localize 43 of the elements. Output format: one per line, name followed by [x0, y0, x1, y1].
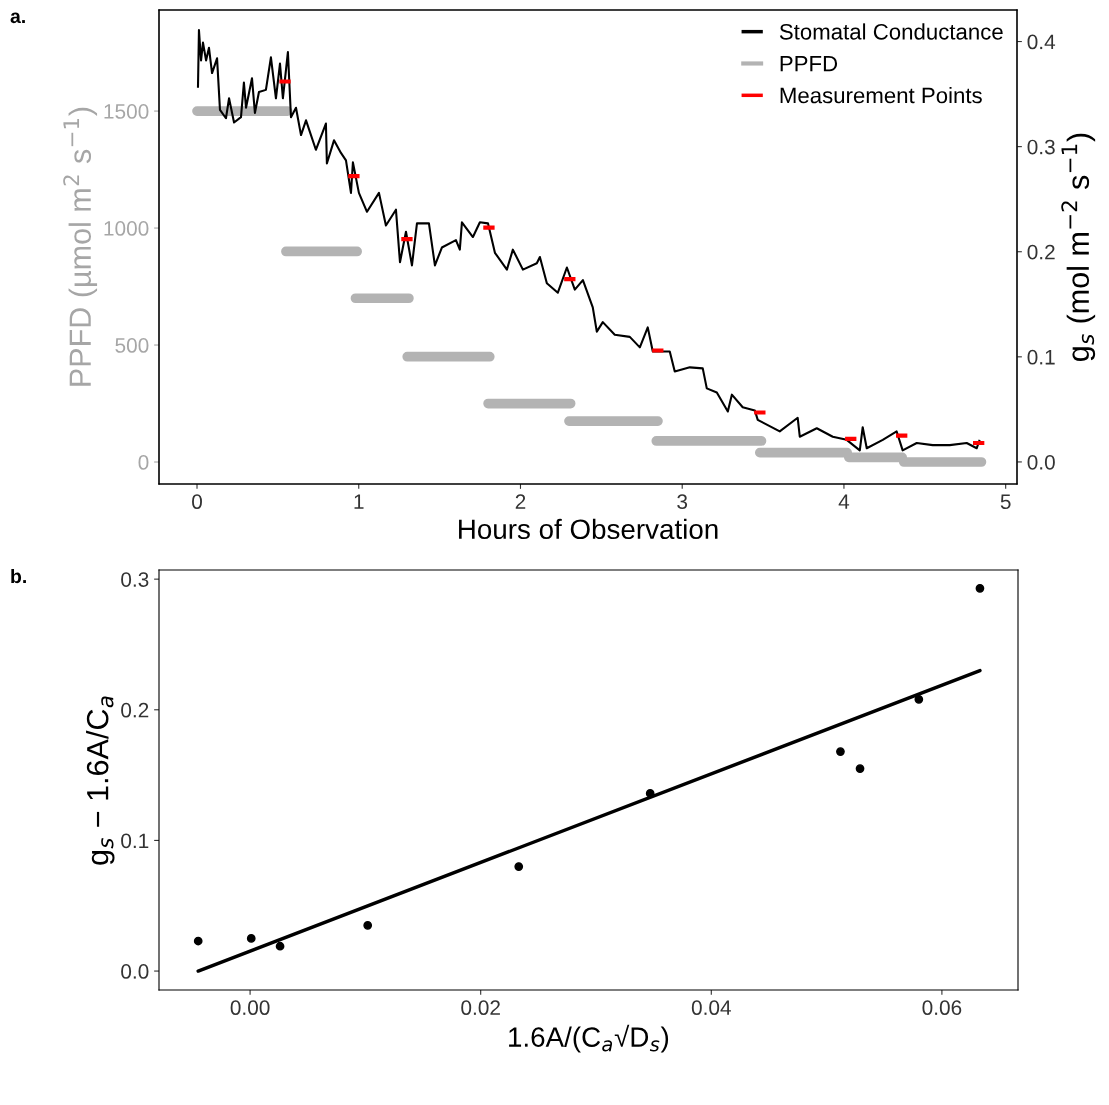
x-axis-title: 1.6A/(C$_{a}$√D$_{s}$): [509, 1024, 669, 1053]
y-tick-label: 0.3: [121, 572, 149, 587]
x-tick-label: 5: [1000, 494, 1011, 510]
x-tick-label: 0.06: [922, 1000, 962, 1016]
y2-tick-label: 0.2: [1027, 244, 1055, 260]
y-axis-title: PPFD (µmol m$^{2}$ s$^{−1}$): [63, 107, 98, 386]
point: [975, 583, 985, 593]
y-axis-title: g$_{s}$ − 1.6A/C$_{a}$: [86, 696, 115, 865]
y-tick-label: 1500: [104, 104, 149, 119]
y2-axis-title: g$_{s}$ (mol m$^{−2}$ s$^{−1}$): [1061, 133, 1096, 361]
point: [836, 747, 845, 756]
x-tick-label: 1: [354, 494, 364, 509]
y-tick-label: 0.2: [121, 702, 149, 718]
y-tick-label: 0.1: [121, 833, 149, 849]
point: [514, 862, 524, 871]
x-tick-label: 0.00: [230, 1000, 270, 1016]
x-tick-label: 4: [838, 494, 850, 509]
chart-title: a.: [10, 12, 25, 24]
y-tick-label: 1000: [104, 221, 149, 236]
y2-tick-label: 0.1: [1027, 349, 1055, 365]
point: [193, 936, 203, 946]
chart-title: b.: [11, 568, 26, 584]
legend-label: PPFD: [780, 55, 838, 72]
y2-tick-label: 0.0: [1027, 454, 1055, 470]
point: [645, 789, 655, 798]
legend-label: Stomatal Conductance: [779, 23, 1003, 40]
point: [855, 764, 865, 773]
x-axis-title: Hours of Observation: [459, 518, 718, 540]
point: [246, 934, 256, 943]
y-tick-label: 0: [138, 455, 149, 470]
y-tick-label: 0.0: [121, 964, 149, 979]
x-tick-label: 3: [677, 494, 688, 510]
x-tick-label: 0: [192, 494, 202, 510]
y-tick-label: 500: [115, 338, 149, 353]
x-tick-label: 0.04: [691, 1000, 731, 1016]
y2-tick-label: 0.3: [1027, 139, 1055, 155]
x-tick-label: 0.02: [461, 1000, 500, 1016]
legend-label: Measurement Points: [780, 86, 982, 104]
point: [914, 694, 924, 704]
point: [363, 920, 373, 930]
y2-tick-label: 0.4: [1027, 34, 1056, 50]
point: [275, 941, 285, 951]
x-tick-label: 2: [515, 494, 526, 509]
